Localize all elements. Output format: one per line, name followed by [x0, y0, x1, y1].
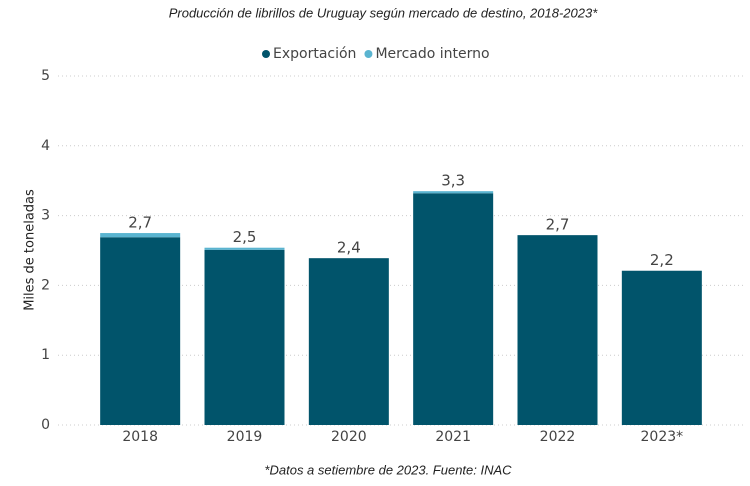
y-axis-label: Miles de toneladas	[23, 189, 38, 311]
data-label: 2,4	[337, 239, 361, 257]
bar-segment	[204, 249, 285, 425]
bar-segment	[100, 237, 181, 425]
x-tick-label: 2020	[331, 429, 367, 445]
chart-title: Producción de librillos de Uruguay según…	[169, 5, 598, 20]
data-label: 2,5	[233, 228, 257, 246]
bar-segment	[413, 191, 494, 194]
x-tick-label: 2021	[435, 429, 471, 445]
bar-segment	[621, 270, 702, 425]
legend-marker	[364, 50, 373, 58]
y-tick-label: 2	[41, 277, 50, 293]
y-tick-label: 3	[41, 208, 50, 224]
x-tick-label: 2022	[540, 429, 576, 445]
y-tick-label: 0	[41, 417, 50, 433]
legend-label: Mercado interno	[375, 46, 489, 62]
x-tick-label: 2023*	[641, 429, 684, 445]
data-label: 3,3	[441, 172, 465, 190]
footnote: *Datos a setiembre de 2023. Fuente: INAC	[264, 462, 512, 477]
data-label: 2,2	[650, 251, 674, 269]
bar-segment	[100, 233, 181, 238]
y-tick-label: 4	[41, 138, 50, 154]
legend-label: Exportación	[273, 46, 356, 62]
x-tick-label: 2019	[227, 429, 263, 445]
data-label: 2,7	[546, 216, 570, 234]
bar-segment	[308, 258, 389, 425]
x-tick-label: 2018	[122, 429, 158, 445]
legend-marker	[262, 50, 270, 58]
bar-segment	[413, 193, 494, 425]
bar-segment	[204, 247, 285, 250]
y-tick-label: 5	[41, 68, 50, 84]
bar-segment	[517, 235, 598, 425]
data-label: 2,7	[128, 214, 152, 232]
y-tick-label: 1	[41, 347, 50, 363]
